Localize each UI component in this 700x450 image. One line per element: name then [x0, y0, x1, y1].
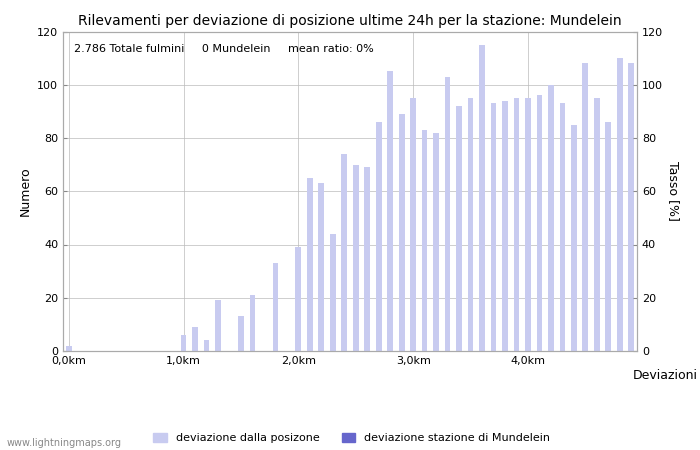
- Bar: [548, 85, 554, 351]
- Bar: [192, 327, 198, 351]
- Text: 2.786 Totale fulmini     0 Mundelein     mean ratio: 0%: 2.786 Totale fulmini 0 Mundelein mean ra…: [74, 44, 374, 54]
- Y-axis label: Numero: Numero: [18, 166, 32, 216]
- Bar: [444, 77, 451, 351]
- Bar: [318, 183, 324, 351]
- Bar: [353, 165, 358, 351]
- Bar: [491, 104, 496, 351]
- Bar: [250, 295, 255, 351]
- Bar: [525, 98, 531, 351]
- Bar: [514, 98, 519, 351]
- Bar: [571, 125, 577, 351]
- Bar: [479, 45, 485, 351]
- Bar: [617, 58, 623, 351]
- Bar: [582, 63, 588, 351]
- Bar: [606, 122, 611, 351]
- Bar: [536, 95, 542, 351]
- Bar: [629, 63, 634, 351]
- Bar: [468, 98, 473, 351]
- Text: www.lightningmaps.org: www.lightningmaps.org: [7, 438, 122, 448]
- Bar: [295, 247, 301, 351]
- Bar: [238, 316, 244, 351]
- Bar: [456, 106, 462, 351]
- Bar: [376, 122, 382, 351]
- Title: Rilevamenti per deviazione di posizione ultime 24h per la stazione: Mundelein: Rilevamenti per deviazione di posizione …: [78, 14, 622, 27]
- Bar: [559, 104, 566, 351]
- Bar: [330, 234, 336, 351]
- Bar: [433, 133, 439, 351]
- Bar: [272, 263, 279, 351]
- Bar: [399, 114, 405, 351]
- Bar: [181, 335, 186, 351]
- Bar: [387, 72, 393, 351]
- Bar: [342, 154, 347, 351]
- X-axis label: Deviazioni: Deviazioni: [634, 369, 698, 382]
- Bar: [502, 101, 508, 351]
- Bar: [66, 346, 71, 351]
- Bar: [365, 167, 370, 351]
- Y-axis label: Tasso [%]: Tasso [%]: [666, 161, 680, 221]
- Bar: [421, 130, 428, 351]
- Bar: [307, 178, 313, 351]
- Bar: [204, 340, 209, 351]
- Bar: [594, 98, 600, 351]
- Bar: [215, 301, 221, 351]
- Bar: [410, 98, 416, 351]
